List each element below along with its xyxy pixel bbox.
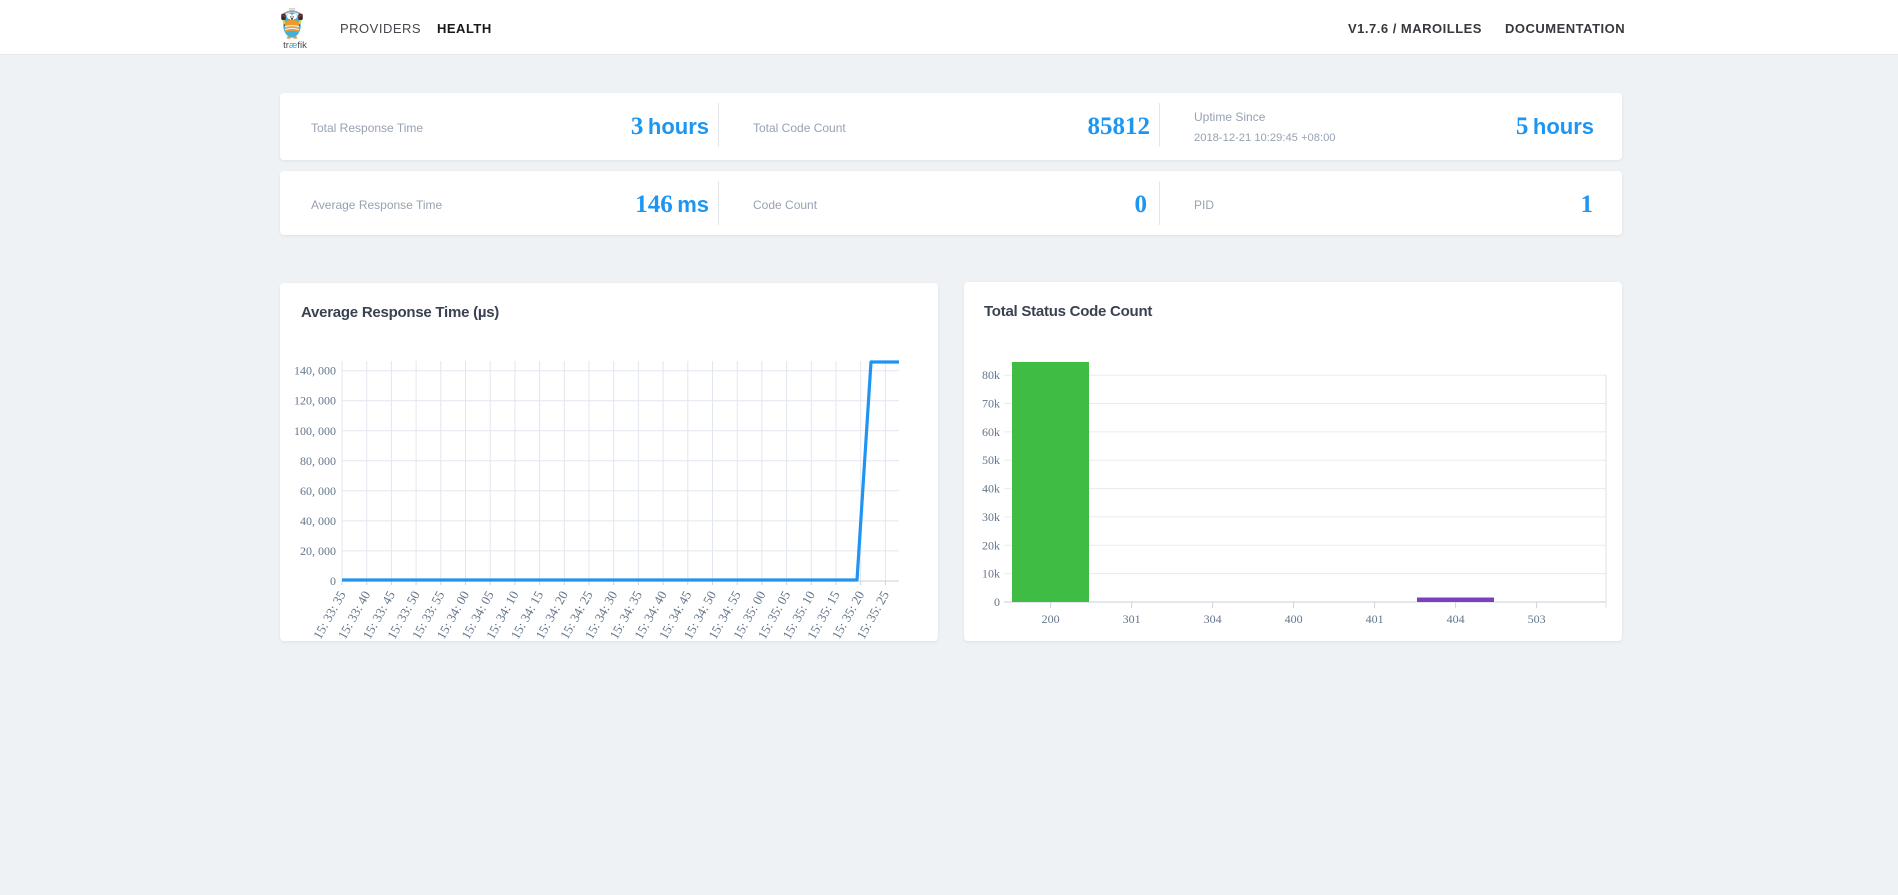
svg-text:0: 0 — [994, 595, 1000, 609]
svg-text:80, 000: 80, 000 — [300, 454, 336, 468]
svg-text:200: 200 — [1042, 612, 1060, 626]
svg-text:60, 000: 60, 000 — [300, 484, 336, 498]
svg-text:10k: 10k — [982, 567, 1000, 581]
svg-text:503: 503 — [1528, 612, 1546, 626]
svg-text:120, 000: 120, 000 — [294, 394, 336, 408]
svg-text:400: 400 — [1285, 612, 1303, 626]
svg-text:140, 000: 140, 000 — [294, 364, 336, 378]
svg-text:20k: 20k — [982, 538, 1000, 552]
svg-text:70k: 70k — [982, 397, 1000, 411]
svg-text:404: 404 — [1447, 612, 1465, 626]
svg-text:30k: 30k — [982, 510, 1000, 524]
svg-text:40, 000: 40, 000 — [300, 514, 336, 528]
svg-text:100, 000: 100, 000 — [294, 424, 336, 438]
svg-text:80k: 80k — [982, 368, 1000, 382]
svg-text:301: 301 — [1123, 612, 1141, 626]
svg-text:0: 0 — [330, 574, 336, 588]
svg-text:40k: 40k — [982, 482, 1000, 496]
svg-text:20, 000: 20, 000 — [300, 544, 336, 558]
svg-text:401: 401 — [1366, 612, 1384, 626]
svg-text:304: 304 — [1204, 612, 1222, 626]
svg-text:50k: 50k — [982, 453, 1000, 467]
svg-text:60k: 60k — [982, 425, 1000, 439]
